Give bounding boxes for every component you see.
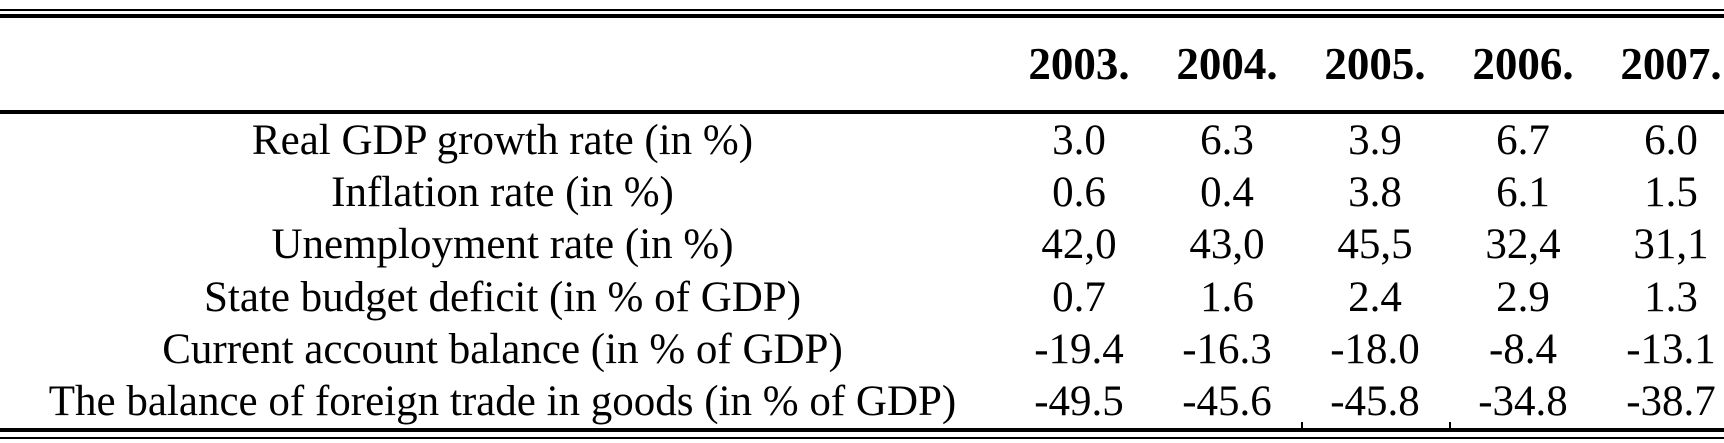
data-cell: -49.5 (1034, 378, 1124, 426)
data-cell: 1.6 (1200, 273, 1254, 321)
data-cell: 43,0 (1189, 221, 1265, 269)
data-cell: 1.5 (1644, 168, 1698, 216)
row-label: State budget deficit (in % of GDP) (203, 273, 802, 321)
data-cell: 2.4 (1348, 273, 1402, 321)
bottom-rule-inner (0, 428, 1724, 432)
data-cell: -38.7 (1626, 378, 1716, 426)
data-cell: 31,1 (1633, 221, 1709, 269)
year-header: 2003. (1028, 38, 1130, 89)
table-row: The balance of foreign trade in goods (i… (0, 376, 1724, 428)
table-row: Unemployment rate (in %) 42,0 43,0 45,5 32,4… (0, 219, 1724, 271)
year-header: 2005. (1324, 38, 1426, 89)
top-rule-inner (0, 14, 1724, 18)
data-cell: -45.6 (1182, 378, 1272, 426)
data-cell: 6.7 (1496, 116, 1550, 164)
row-label: Inflation rate (in %) (331, 168, 674, 216)
row-label: The balance of foreign trade in goods (i… (48, 378, 957, 426)
data-cell: 6.1 (1496, 168, 1550, 216)
data-cell: 3.9 (1348, 116, 1402, 164)
table-row: State budget deficit (in % of GDP) 0.7 1.6… (0, 271, 1724, 323)
row-label: Unemployment rate (in %) (271, 221, 734, 269)
data-cell: 42,0 (1041, 221, 1117, 269)
table-row: Real GDP growth rate (in %) 3.0 6.3 3.9 6.7 6… (0, 114, 1724, 166)
data-cell: -8.4 (1488, 325, 1558, 373)
column-boundary-tick (1301, 422, 1303, 432)
table-header-row: 2003. 2004. 2005. 2006. 2007. (0, 18, 1724, 110)
data-cell: -13.1 (1626, 325, 1716, 373)
bottom-rule-outer (0, 437, 1724, 439)
data-cell: 0.4 (1200, 168, 1254, 216)
year-header: 2004. (1176, 38, 1278, 89)
header-rule (0, 110, 1724, 114)
data-cell: -45.8 (1330, 378, 1420, 426)
data-cell: 3.0 (1052, 116, 1106, 164)
data-cell: -18.0 (1330, 325, 1420, 373)
data-cell: 2.9 (1496, 273, 1550, 321)
data-cell: -34.8 (1478, 378, 1568, 426)
data-cell: 6.0 (1644, 116, 1698, 164)
data-cell: 0.6 (1052, 168, 1106, 216)
top-rule-outer (0, 9, 1724, 11)
table-body: Real GDP growth rate (in %) 3.0 6.3 3.9 6.7 6… (0, 114, 1724, 428)
row-label: Real GDP growth rate (in %) (251, 116, 754, 164)
data-cell: 45,5 (1337, 221, 1413, 269)
table-row: Inflation rate (in %) 0.6 0.4 3.8 6.1 1.5 (0, 166, 1724, 218)
year-header: 2007. (1620, 38, 1722, 89)
data-cell: -16.3 (1182, 325, 1272, 373)
table-row: Current account balance (in % of GDP) -19… (0, 323, 1724, 375)
data-cell: 32,4 (1485, 221, 1561, 269)
column-boundary-tick (1449, 422, 1451, 432)
data-cell: 3.8 (1348, 168, 1402, 216)
data-cell: 6.3 (1200, 116, 1254, 164)
data-cell: 0.7 (1052, 273, 1106, 321)
year-header: 2006. (1472, 38, 1574, 89)
row-label: Current account balance (in % of GDP) (162, 325, 843, 373)
data-cell: -19.4 (1034, 325, 1124, 373)
data-cell: 1.3 (1644, 273, 1698, 321)
